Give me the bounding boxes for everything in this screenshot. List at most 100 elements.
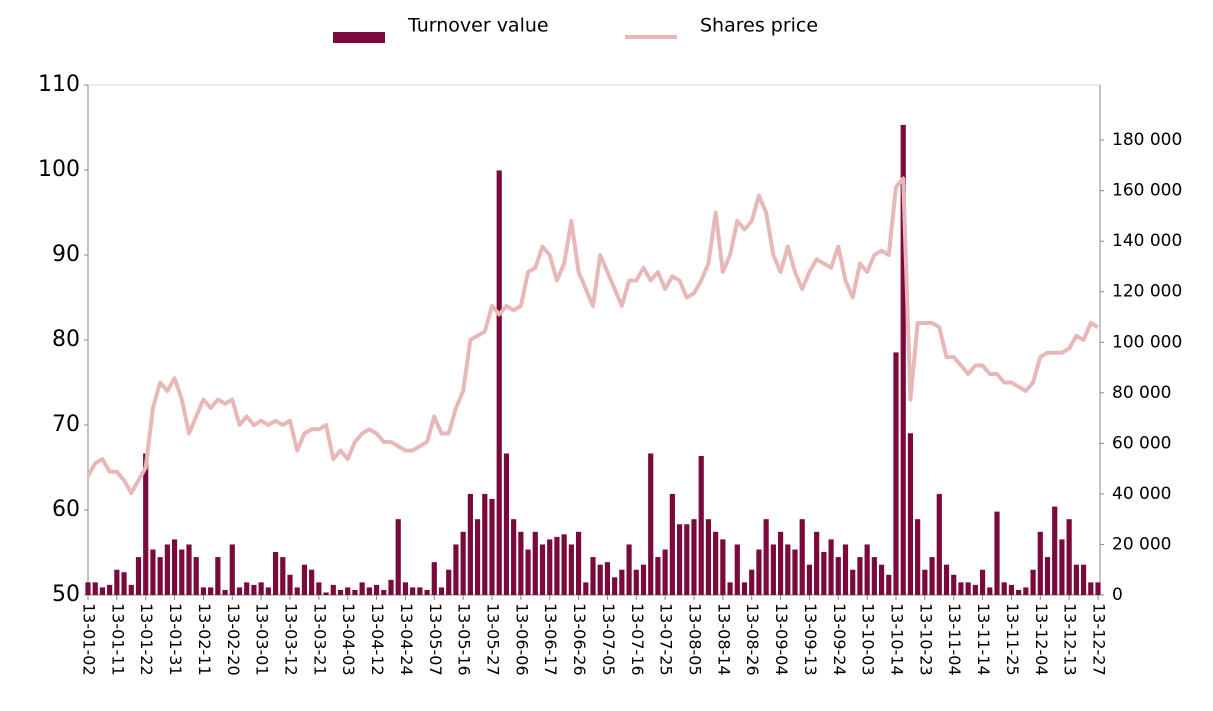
y2-tick-label: 40 000	[1112, 484, 1171, 504]
bar	[929, 557, 935, 595]
bar	[179, 549, 185, 595]
x-tick-label: 13-11-14	[974, 603, 993, 676]
bar	[878, 564, 885, 595]
bar	[575, 531, 582, 595]
bar	[1023, 587, 1029, 595]
y-tick-label: 70	[52, 412, 80, 437]
bar	[229, 544, 235, 595]
bar	[922, 569, 928, 595]
bar	[1095, 582, 1101, 595]
x-tick-label: 13-05-27	[484, 603, 503, 676]
y-tick-label: 80	[52, 327, 80, 352]
x-tick-label: 13-08-14	[714, 603, 733, 676]
bar	[539, 544, 546, 595]
bar	[215, 557, 221, 595]
bar	[713, 531, 719, 595]
bar	[626, 544, 632, 595]
bar	[994, 511, 1000, 595]
bar	[1008, 584, 1015, 595]
bar	[258, 582, 264, 595]
x-tick-label: 13-08-26	[743, 603, 762, 676]
y2-tick-label: 160 000	[1112, 181, 1182, 201]
y2-tick-label: 20 000	[1112, 534, 1171, 554]
bar	[1073, 564, 1079, 595]
x-tick-label: 13-01-02	[80, 603, 99, 676]
x-tick-label: 13-11-04	[945, 603, 964, 676]
x-tick-label: 13-06-26	[570, 603, 589, 676]
x-tick-label: 13-10-03	[859, 603, 878, 676]
bar	[691, 519, 697, 595]
bar	[814, 531, 820, 595]
bar	[453, 544, 459, 595]
bar	[244, 582, 250, 595]
x-tick-label: 13-09-04	[772, 603, 791, 676]
bar	[698, 456, 704, 595]
bar	[583, 582, 589, 595]
bar	[135, 557, 142, 595]
x-tick-label: 13-12-13	[1061, 603, 1080, 676]
bar	[785, 544, 791, 595]
bar	[727, 582, 733, 595]
price-line	[86, 176, 1100, 495]
x-tick-label: 13-07-05	[599, 603, 618, 676]
bar	[648, 453, 654, 595]
bar	[92, 582, 98, 595]
bar	[381, 589, 387, 595]
y-tick-label: 50	[52, 582, 80, 607]
x-tick-label: 13-03-21	[310, 603, 329, 676]
x-tick-label: 13-04-24	[397, 603, 416, 676]
bar	[474, 519, 481, 595]
bar	[612, 577, 618, 595]
x-tick-label: 13-07-16	[628, 603, 647, 676]
bar	[893, 352, 899, 595]
bar	[770, 544, 776, 595]
y2-tick-label: 60 000	[1112, 433, 1171, 453]
bar	[792, 549, 798, 595]
bar	[316, 582, 322, 595]
bar	[662, 549, 668, 595]
x-tick-label: 13-01-11	[108, 603, 127, 676]
bar	[467, 493, 473, 595]
x-tick-label: 13-10-23	[916, 603, 935, 676]
bar	[143, 453, 149, 595]
y-tick-label: 110	[38, 72, 80, 97]
bar	[366, 587, 372, 595]
bar	[547, 539, 553, 595]
bar	[525, 549, 531, 595]
bar	[590, 557, 596, 595]
bar	[323, 592, 329, 595]
bar	[951, 574, 957, 595]
x-tick-label: 13-05-07	[426, 603, 445, 676]
bar	[734, 544, 740, 595]
bar	[438, 587, 445, 595]
bar	[1001, 582, 1007, 595]
bar	[554, 536, 560, 595]
bar	[936, 493, 942, 595]
y2-tick-label: 140 000	[1112, 231, 1182, 251]
bar	[763, 519, 769, 595]
bar	[1080, 564, 1087, 595]
bar	[568, 544, 574, 595]
x-tick-label: 13-08-05	[686, 603, 705, 676]
bar	[871, 557, 877, 595]
bar	[1088, 582, 1094, 595]
x-tick-label: 13-04-03	[339, 603, 358, 676]
y2-tick-label: 100 000	[1112, 332, 1182, 352]
bar	[842, 544, 849, 595]
bar	[395, 519, 401, 595]
bar	[1044, 557, 1051, 595]
bar	[561, 534, 567, 595]
bar	[958, 582, 964, 595]
bar	[294, 587, 300, 595]
bar	[345, 587, 351, 595]
bar	[424, 589, 430, 595]
bar	[777, 531, 784, 595]
x-tick-label: 13-04-12	[368, 603, 387, 676]
bar	[193, 557, 199, 595]
bar	[373, 584, 380, 595]
x-tick-label: 13-06-17	[541, 603, 560, 676]
bar	[99, 587, 106, 595]
x-tick-label: 13-07-25	[657, 603, 676, 676]
x-tick-label: 13-09-24	[830, 603, 849, 676]
